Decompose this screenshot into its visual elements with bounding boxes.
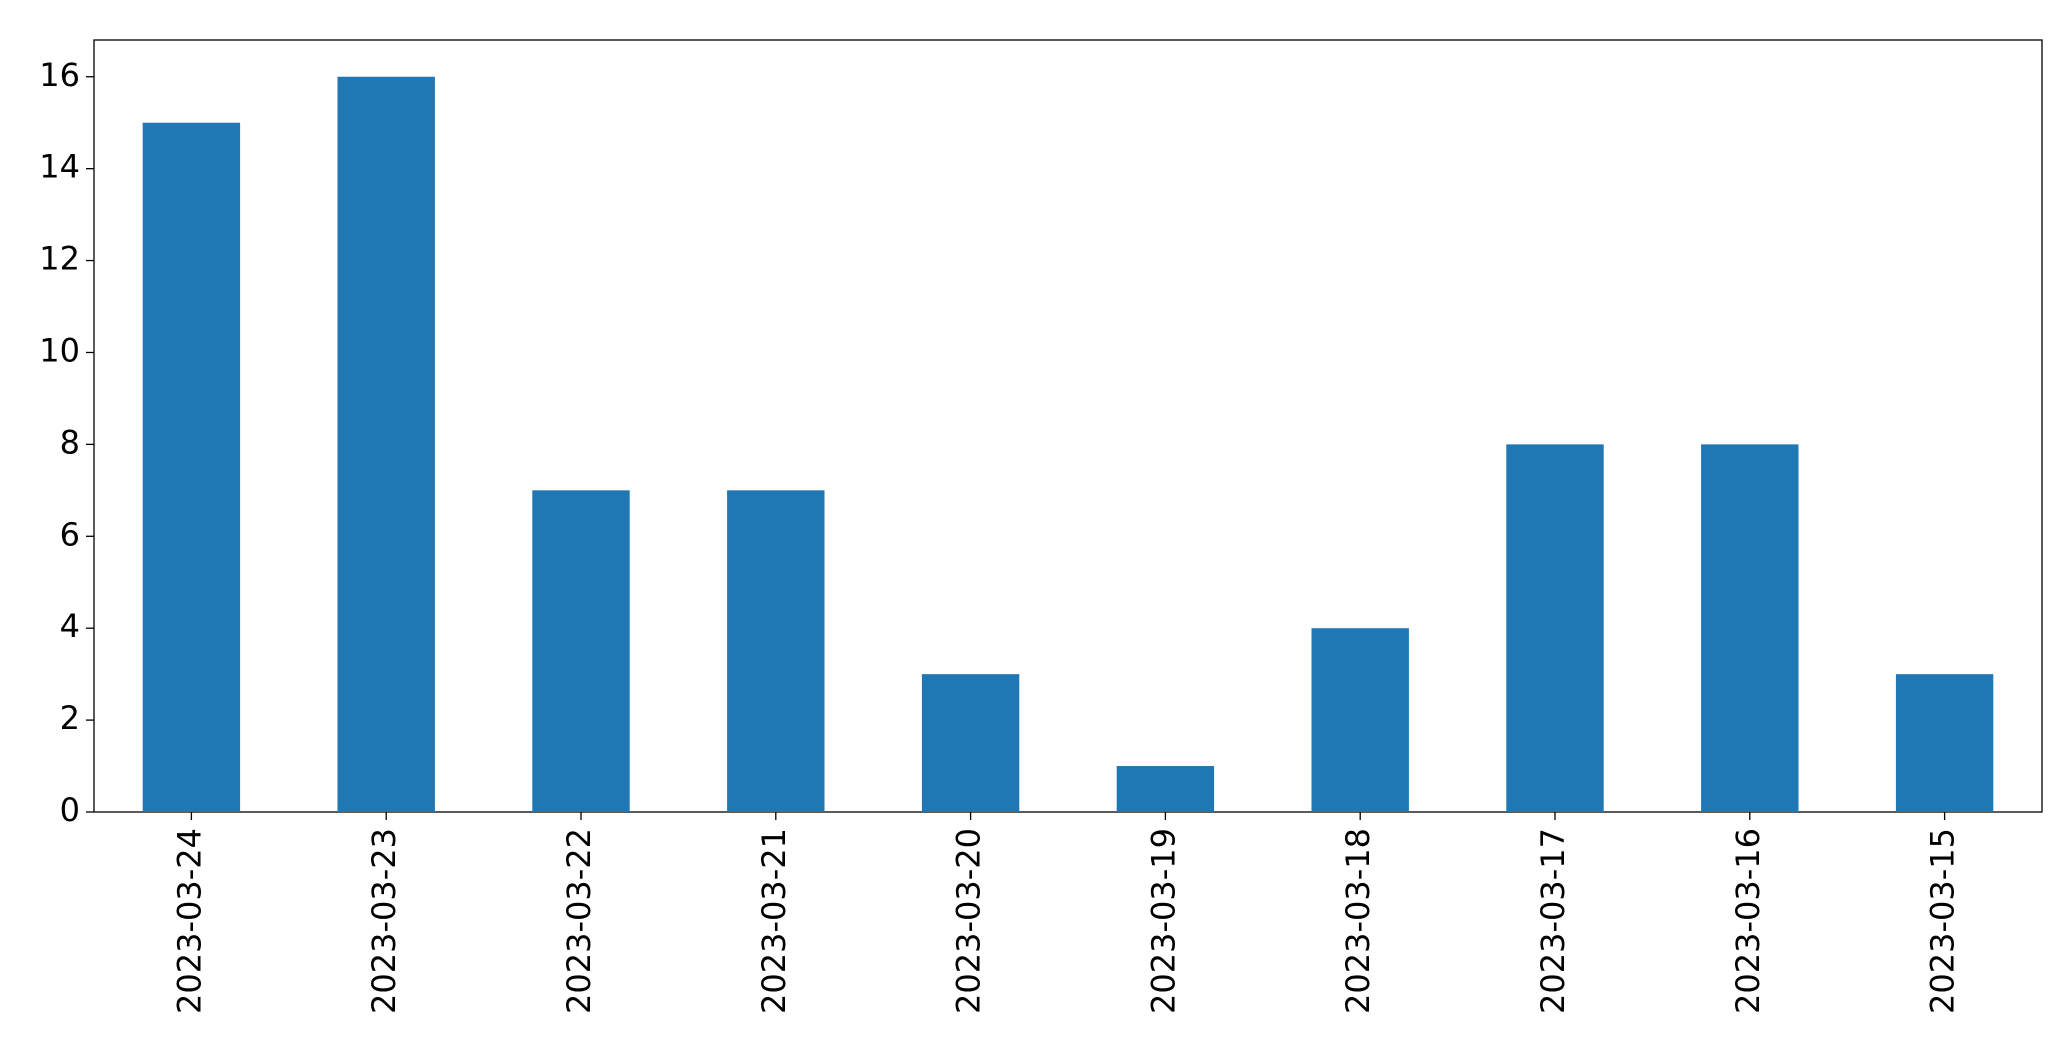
x-tick-label: 2023-03-24 xyxy=(170,828,208,1014)
x-tick-label: 2023-03-23 xyxy=(365,828,403,1014)
y-tick-label: 2 xyxy=(60,699,80,737)
plot-frame xyxy=(93,39,2043,813)
bar xyxy=(921,674,1020,812)
x-tick-label: 2023-03-17 xyxy=(1534,828,1572,1014)
y-tick-label: 8 xyxy=(60,423,80,461)
bar xyxy=(1116,766,1215,812)
x-tick-label: 2023-03-18 xyxy=(1339,828,1377,1014)
x-tick-label: 2023-03-21 xyxy=(755,828,793,1014)
x-tick-label: 2023-03-15 xyxy=(1924,828,1962,1014)
x-tick-label: 2023-03-19 xyxy=(1144,828,1182,1014)
x-tick-label: 2023-03-16 xyxy=(1729,828,1767,1014)
bar xyxy=(337,76,435,812)
y-tick-label: 12 xyxy=(39,240,80,278)
bar xyxy=(1895,674,1994,812)
y-tick-label: 14 xyxy=(39,148,80,186)
bar xyxy=(1701,444,1799,812)
y-tick-label: 16 xyxy=(39,56,80,94)
bar xyxy=(1506,444,1604,812)
y-tick-label: 0 xyxy=(60,791,80,829)
x-tick-label: 2023-03-22 xyxy=(560,828,598,1014)
x-tick-label: 2023-03-20 xyxy=(950,828,988,1014)
bar xyxy=(727,490,825,812)
bar xyxy=(532,490,630,812)
y-tick-label: 4 xyxy=(60,607,80,645)
y-tick-label: 10 xyxy=(39,331,80,369)
bar xyxy=(1311,628,1409,812)
bar xyxy=(142,122,241,812)
y-tick-label: 6 xyxy=(60,515,80,553)
